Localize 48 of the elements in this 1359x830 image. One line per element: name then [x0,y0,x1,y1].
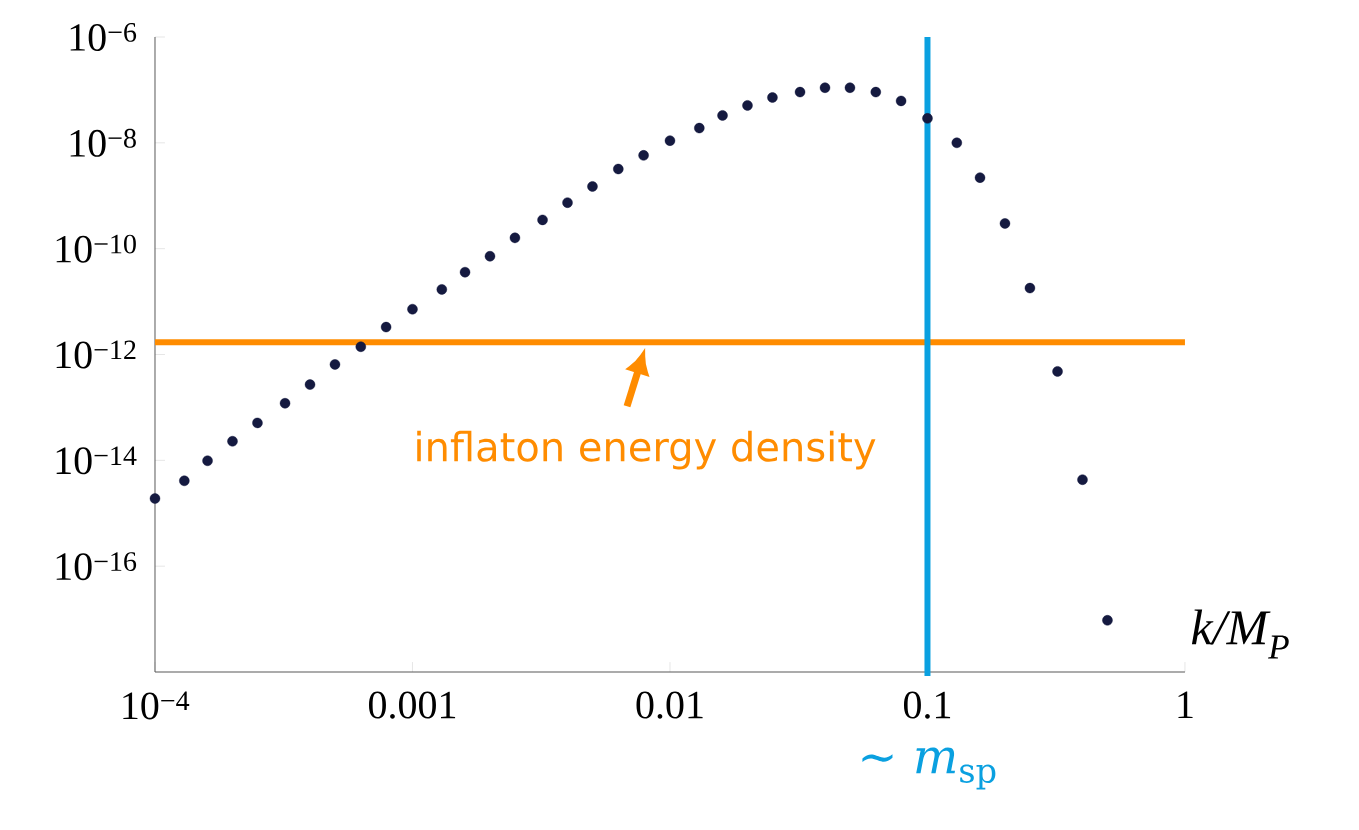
point [149,493,161,504]
y-tick-label: 10$^{−8}$ [70,128,136,157]
point [638,150,649,161]
point [870,86,881,98]
point [999,218,1011,229]
point [664,135,676,146]
point [819,82,831,93]
point [587,181,598,192]
point [304,379,316,390]
point [1024,282,1036,294]
point [459,266,471,278]
point [407,303,418,315]
y-tick-label: 10$^{−6}$ [70,23,137,51]
x-axis-title: k/M$_{P}$ [1191,609,1289,659]
point [922,113,933,124]
point [794,86,806,98]
point [1052,366,1063,377]
x-tick-label: 10$^{−4}$ [123,691,190,720]
y-tick-label: 10$^{−10}$ [56,234,136,263]
y-tick-label: 10$^{−12}$ [56,340,136,369]
ref-line-label: ∼ m$_{sp}$ [862,747,996,790]
y-tick-label: 10$^{−14}$ [56,446,137,475]
x-tick-label: 0.01 [636,691,703,719]
point [767,92,778,103]
point [380,321,392,333]
point [355,341,367,352]
point [1102,615,1113,626]
point [279,398,291,409]
point [613,163,624,175]
point [227,436,238,447]
point [509,232,521,244]
point [844,82,856,93]
x-tick-label: 1 [1178,691,1193,718]
annotation: inflaton energy density [417,430,876,470]
y-tick-label: 10$^{−16}$ [56,552,137,581]
point [1077,474,1088,485]
point [202,455,213,467]
point [974,172,986,183]
point [484,251,496,262]
point [537,214,548,226]
point [895,95,907,107]
x-tick-label: 0.001 [369,691,456,719]
point [562,197,573,208]
x-tick-label: 0.1 [903,691,951,719]
point [252,417,263,429]
point [717,110,728,121]
point [329,359,341,370]
point [742,100,753,111]
